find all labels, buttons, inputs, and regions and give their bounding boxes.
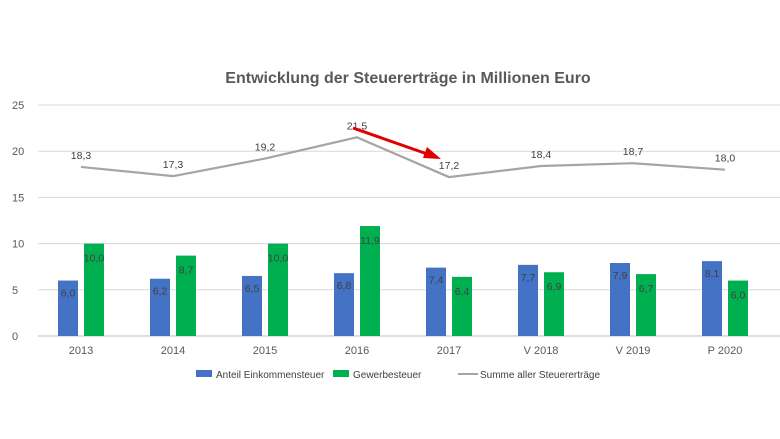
y-tick-label: 20 — [12, 146, 24, 158]
y-tick-label: 10 — [12, 239, 24, 251]
legend-swatch — [333, 370, 349, 377]
bar-data-label: 7,9 — [613, 270, 628, 282]
bar-data-label: 6,9 — [547, 281, 562, 293]
line-data-label: 17,2 — [439, 160, 460, 172]
line-data-label: 18,0 — [715, 153, 736, 165]
bar-einkommensteuer — [610, 263, 630, 336]
x-tick-label: 2014 — [161, 345, 185, 357]
bar-data-label: 7,4 — [429, 275, 444, 287]
red-arrow-annotation — [352, 126, 434, 158]
line-data-label: 18,7 — [623, 146, 644, 158]
bar-data-label: 6,0 — [731, 290, 746, 302]
bar-einkommensteuer — [702, 261, 722, 336]
bar-data-label: 6,2 — [153, 286, 168, 298]
bar-gewerbesteuer — [544, 272, 564, 336]
x-tick-label: 2015 — [253, 345, 277, 357]
bar-gewerbesteuer — [360, 226, 380, 336]
legend-label: Summe aller Steuererträge — [480, 370, 600, 381]
bar-data-label: 6,8 — [337, 280, 352, 292]
bar-data-label: 6,7 — [639, 283, 654, 295]
x-tick-label: 2017 — [437, 345, 461, 357]
bar-gewerbesteuer — [452, 276, 472, 336]
line-data-label: 19,2 — [255, 142, 276, 154]
bar-gewerbesteuer — [176, 255, 196, 336]
x-tick-label: V 2018 — [524, 345, 559, 357]
bar-gewerbesteuer — [636, 274, 656, 336]
bar-data-label: 10,0 — [84, 253, 105, 265]
y-tick-label: 0 — [12, 331, 18, 343]
legend-label: Anteil Einkommensteuer — [216, 370, 325, 381]
bar-data-label: 10,0 — [268, 253, 289, 265]
bar-data-label: 8,7 — [179, 265, 194, 277]
x-tick-label: 2016 — [345, 345, 369, 357]
y-tick-label: 25 — [12, 100, 24, 112]
bar-einkommensteuer — [334, 273, 354, 336]
bar-einkommensteuer — [242, 275, 262, 336]
arrow-head — [423, 147, 441, 159]
y-tick-label: 15 — [12, 192, 24, 204]
bar-data-label: 8,1 — [705, 268, 720, 280]
bar-data-label: 6,0 — [61, 288, 76, 300]
legend-swatch — [196, 370, 212, 377]
bar-gewerbesteuer — [84, 243, 104, 336]
bar-data-label: 6,5 — [245, 283, 260, 295]
x-tick-label: 2013 — [69, 345, 93, 357]
bar-einkommensteuer — [58, 280, 78, 336]
y-tick-label: 5 — [12, 285, 18, 297]
bar-data-label: 6,4 — [455, 286, 470, 298]
line-summe — [80, 136, 726, 179]
bar-einkommensteuer — [150, 278, 170, 336]
chart-title: Entwicklung der Steuererträge in Million… — [225, 70, 591, 87]
x-tick-label: P 2020 — [708, 345, 743, 357]
bar-einkommensteuer — [518, 264, 538, 336]
bar-einkommensteuer — [426, 267, 446, 336]
bar-data-label: 7,7 — [521, 272, 536, 284]
x-tick-label: V 2019 — [616, 345, 651, 357]
line-data-label: 21,5 — [347, 120, 368, 132]
legend-label: Gewerbesteuer — [353, 370, 422, 381]
line-data-label: 18,3 — [71, 150, 92, 162]
line-data-label: 17,3 — [163, 159, 184, 171]
bar-data-label: 11,9 — [360, 235, 380, 247]
bar-gewerbesteuer — [268, 243, 288, 336]
bar-gewerbesteuer — [728, 280, 748, 336]
line-data-label: 18,4 — [531, 149, 552, 161]
